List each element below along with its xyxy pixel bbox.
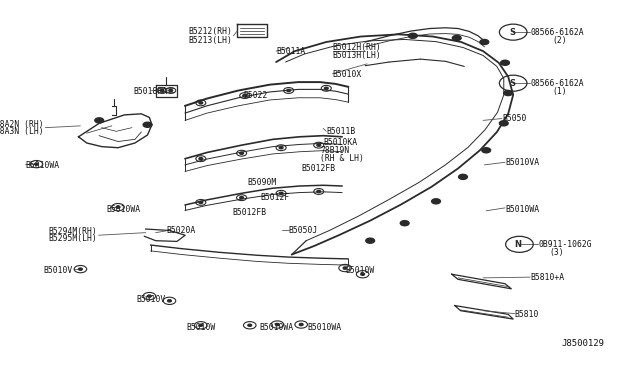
Text: B5018FA: B5018FA [134,87,168,96]
Circle shape [116,206,120,208]
Circle shape [199,158,203,160]
Circle shape [431,199,440,204]
Circle shape [35,163,38,165]
Circle shape [343,267,347,269]
Text: B5212(RH): B5212(RH) [188,26,232,36]
Text: B5011B: B5011B [326,127,356,136]
Circle shape [408,33,417,38]
Circle shape [168,300,172,302]
Text: B5810: B5810 [515,310,539,319]
Circle shape [452,35,461,41]
Text: B5012FB: B5012FB [232,208,266,217]
Text: B5090M: B5090M [248,178,277,187]
Text: B5013H(LH): B5013H(LH) [333,51,381,60]
Circle shape [366,238,374,243]
Text: B5010X: B5010X [333,70,362,79]
Text: 0B911-1062G: 0B911-1062G [538,240,592,249]
Circle shape [143,122,152,127]
Circle shape [243,94,246,97]
Text: B5010W: B5010W [345,266,374,275]
Text: 748A3N (LH): 748A3N (LH) [0,127,44,136]
Text: B5295M(LH): B5295M(LH) [49,234,97,243]
Text: B5010WA: B5010WA [259,323,293,331]
Circle shape [279,147,283,149]
Text: B5010V: B5010V [136,295,165,304]
Circle shape [199,102,203,104]
Text: B5012H(RH): B5012H(RH) [333,43,381,52]
Text: B5294M(RH): B5294M(RH) [49,227,97,236]
Circle shape [240,196,243,199]
Text: B5012FB: B5012FB [301,164,335,173]
Text: B5050: B5050 [502,114,526,123]
Text: B5010W: B5010W [186,323,216,331]
Text: B5020A: B5020A [166,226,196,235]
Circle shape [504,90,513,96]
Text: (RH & LH): (RH & LH) [320,154,364,163]
Circle shape [500,60,509,65]
Text: B5810+A: B5810+A [530,273,564,282]
Text: B5012F: B5012F [260,193,290,202]
Circle shape [459,174,467,179]
Circle shape [317,190,321,193]
Circle shape [240,152,243,154]
Text: B5010KA: B5010KA [323,138,357,147]
Text: S: S [509,79,515,88]
Circle shape [324,87,328,89]
Circle shape [248,324,252,326]
Circle shape [361,273,365,275]
Circle shape [287,89,291,92]
Circle shape [169,89,173,92]
Text: N: N [515,240,522,249]
Circle shape [199,201,203,203]
Text: B5010WA: B5010WA [307,323,342,331]
Circle shape [275,323,279,326]
Circle shape [499,121,508,126]
Text: (1): (1) [552,87,566,96]
Text: 748A2N (RH): 748A2N (RH) [0,119,44,128]
Circle shape [482,148,491,153]
Text: S: S [509,28,515,37]
Text: (3): (3) [549,248,564,257]
Circle shape [480,39,489,45]
Circle shape [317,144,321,146]
Text: B5010WA: B5010WA [107,205,141,214]
Text: 78B19N: 78B19N [320,146,349,155]
Circle shape [279,192,283,195]
Text: 08566-6162A: 08566-6162A [530,28,584,37]
Circle shape [300,323,303,326]
Circle shape [148,295,151,297]
Text: B5022: B5022 [243,91,268,100]
Circle shape [199,324,203,326]
Text: B5010VA: B5010VA [505,158,539,167]
Text: (2): (2) [552,36,566,45]
Circle shape [160,89,164,92]
Text: B5010WA: B5010WA [25,161,60,170]
Circle shape [79,268,83,270]
Text: B5010WA: B5010WA [505,205,539,214]
Circle shape [95,118,104,123]
Text: J8500129: J8500129 [562,339,605,348]
Text: B5213(LH): B5213(LH) [188,36,232,45]
Text: B5011A: B5011A [276,46,305,55]
Text: B5010V: B5010V [43,266,72,275]
Text: 08566-6162A: 08566-6162A [530,79,584,88]
Text: B5050J: B5050J [289,226,318,235]
Circle shape [400,221,409,226]
